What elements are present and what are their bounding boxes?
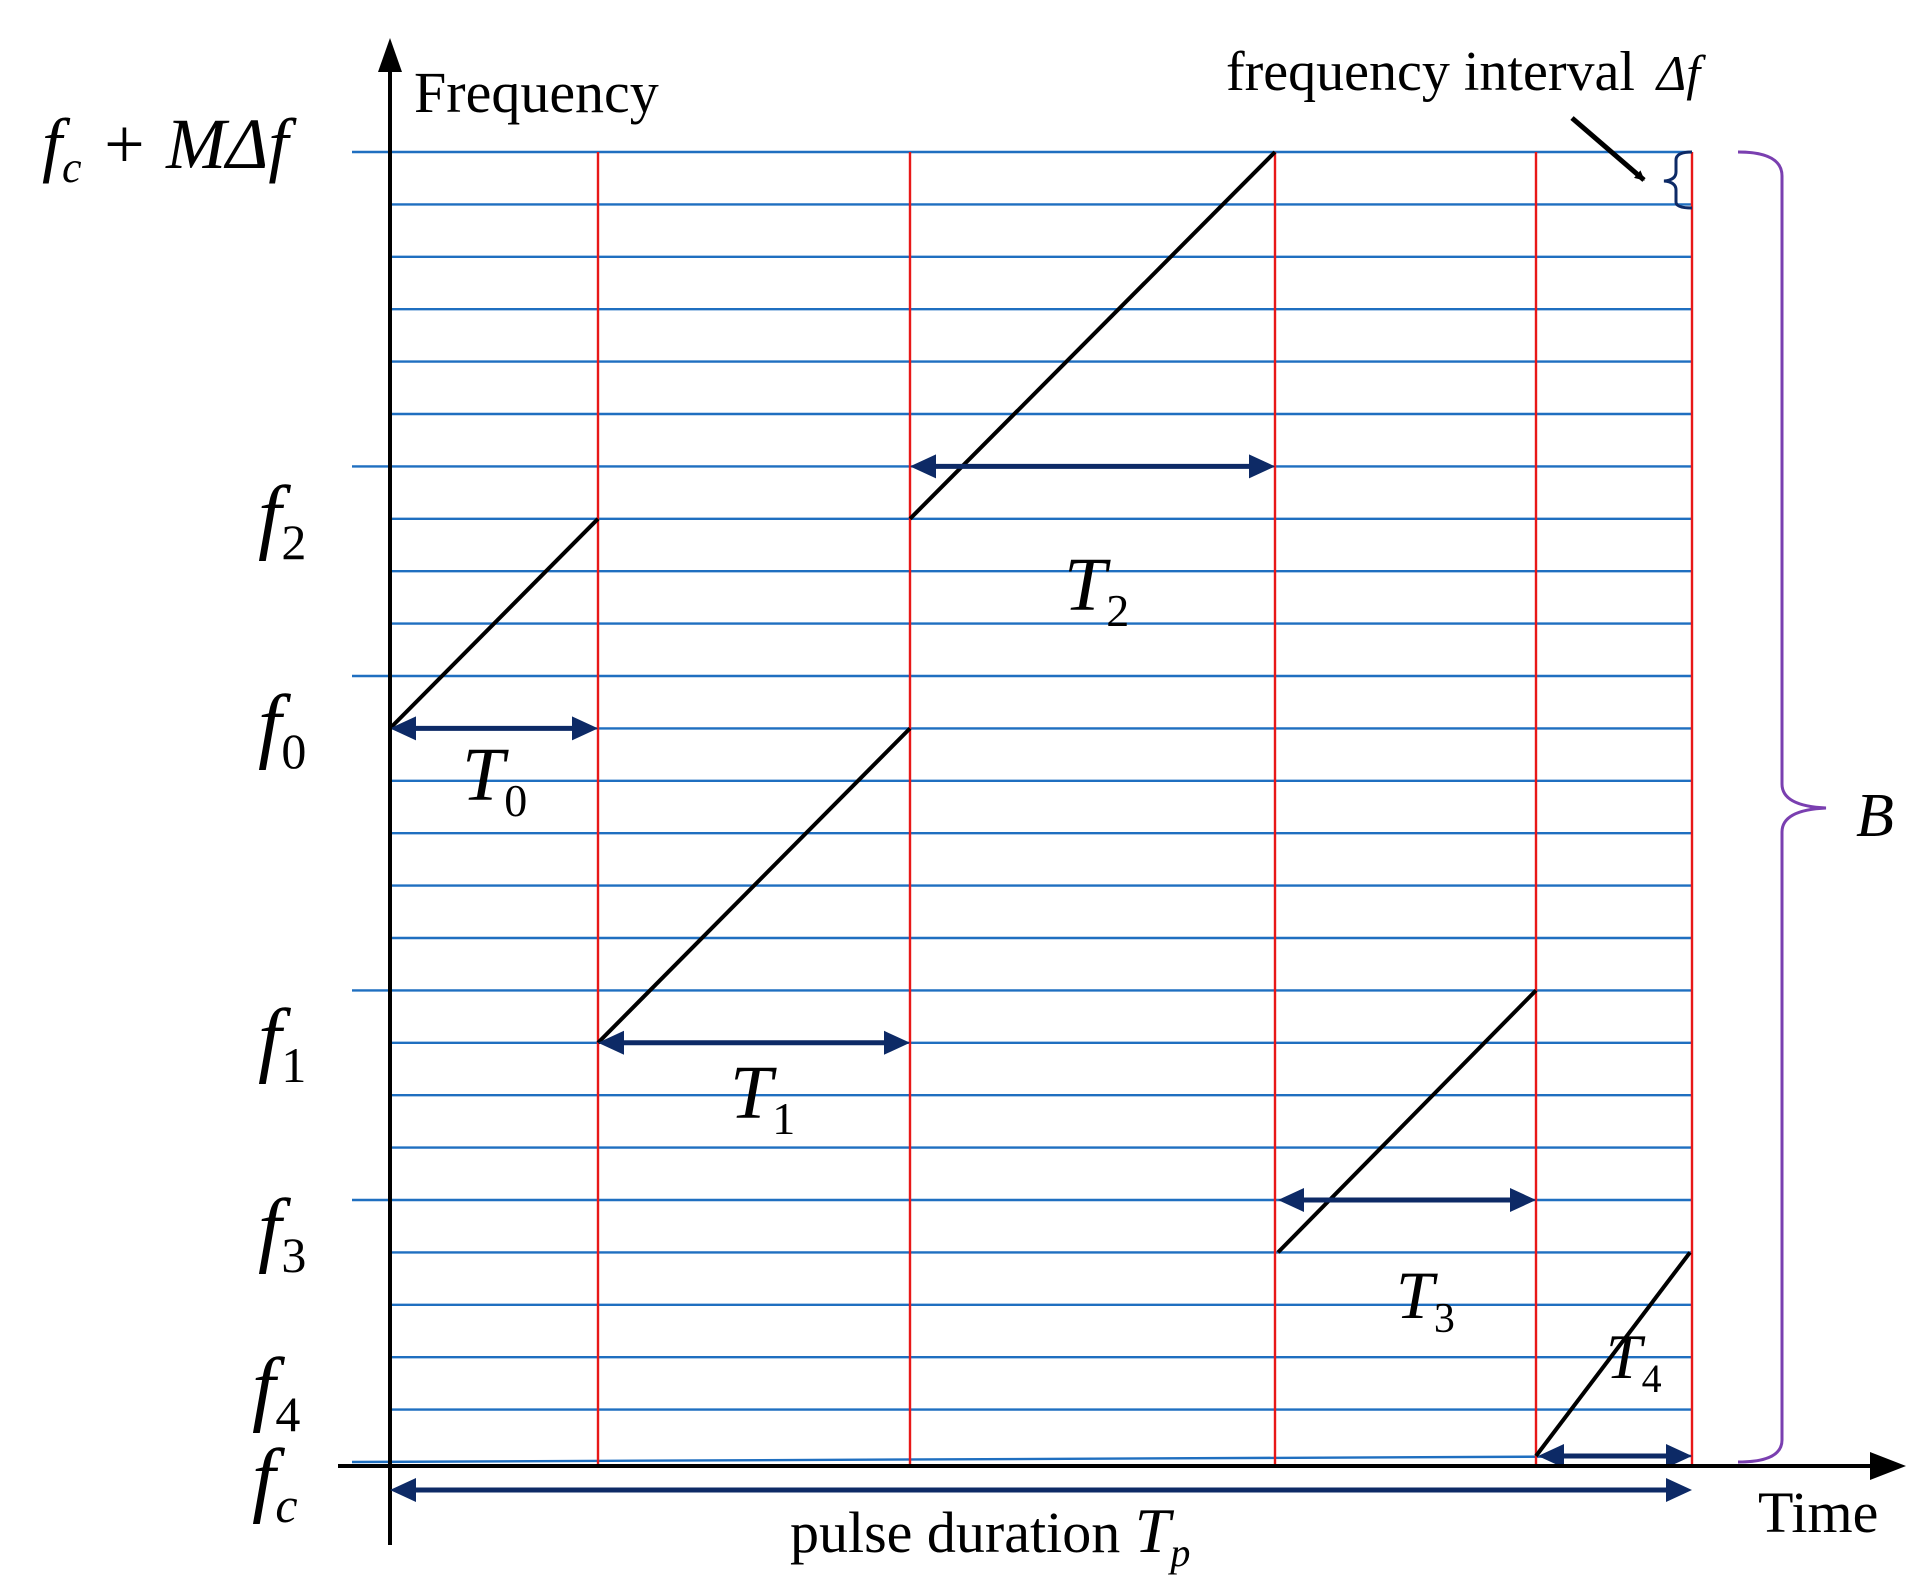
freq-interval-pointer [1570, 116, 1646, 182]
duration-arrow [1538, 1444, 1692, 1468]
y-axis-label: Frequency [414, 60, 659, 125]
chirp-segment [596, 726, 912, 1045]
freq-label-f3: f3 [258, 1182, 306, 1283]
chirp-segment [1534, 1251, 1692, 1458]
duration-arrow [910, 454, 1275, 479]
chirp-segment [1276, 988, 1538, 1254]
duration-label-t0: T0 [462, 733, 527, 826]
duration-arrow [1278, 1188, 1536, 1212]
freq-label-f1: f1 [258, 992, 306, 1093]
bandwidth-label: B [1856, 782, 1894, 850]
frequency-grid-lines [351, 150, 1693, 1464]
duration-label-t1: T1 [730, 1051, 795, 1144]
time-axis-arrowhead [1870, 1452, 1906, 1480]
pulse-duration-label: pulse duration Tp [790, 1495, 1190, 1575]
duration-arrows [390, 454, 1692, 1468]
duration-arrow [598, 1030, 910, 1055]
frequency-axis-arrowhead [378, 38, 402, 72]
freq-label-f2: f2 [258, 469, 306, 570]
pulse-duration-double-arrow [390, 1478, 1692, 1502]
freq-interval-brace [1663, 150, 1693, 210]
frequency-grid-line [351, 1454, 1693, 1464]
duration-label-t2: T2 [1064, 543, 1129, 636]
freq-label-fc-plus-mdf: fc + MΔf [42, 104, 297, 192]
chirp-segment [388, 517, 600, 730]
x-axis-label: Time [1758, 1480, 1878, 1545]
freq-label-f4: f4 [252, 1341, 300, 1442]
bandwidth-brace [1737, 150, 1827, 1464]
pulse-duration-arrow [390, 1478, 1692, 1502]
duration-label-t4: T4 [1606, 1321, 1662, 1401]
chirp-segment [908, 150, 1277, 521]
freq-interval-label: frequency interval Δf [1226, 41, 1706, 103]
freq-label-fc: fc [252, 1432, 298, 1533]
duration-arrow [390, 716, 598, 741]
chirp-segments [388, 150, 1692, 1458]
subpulse-boundaries [596, 152, 1694, 1466]
freq-label-f0: f0 [258, 678, 306, 779]
duration-label-t3: T3 [1396, 1257, 1455, 1342]
